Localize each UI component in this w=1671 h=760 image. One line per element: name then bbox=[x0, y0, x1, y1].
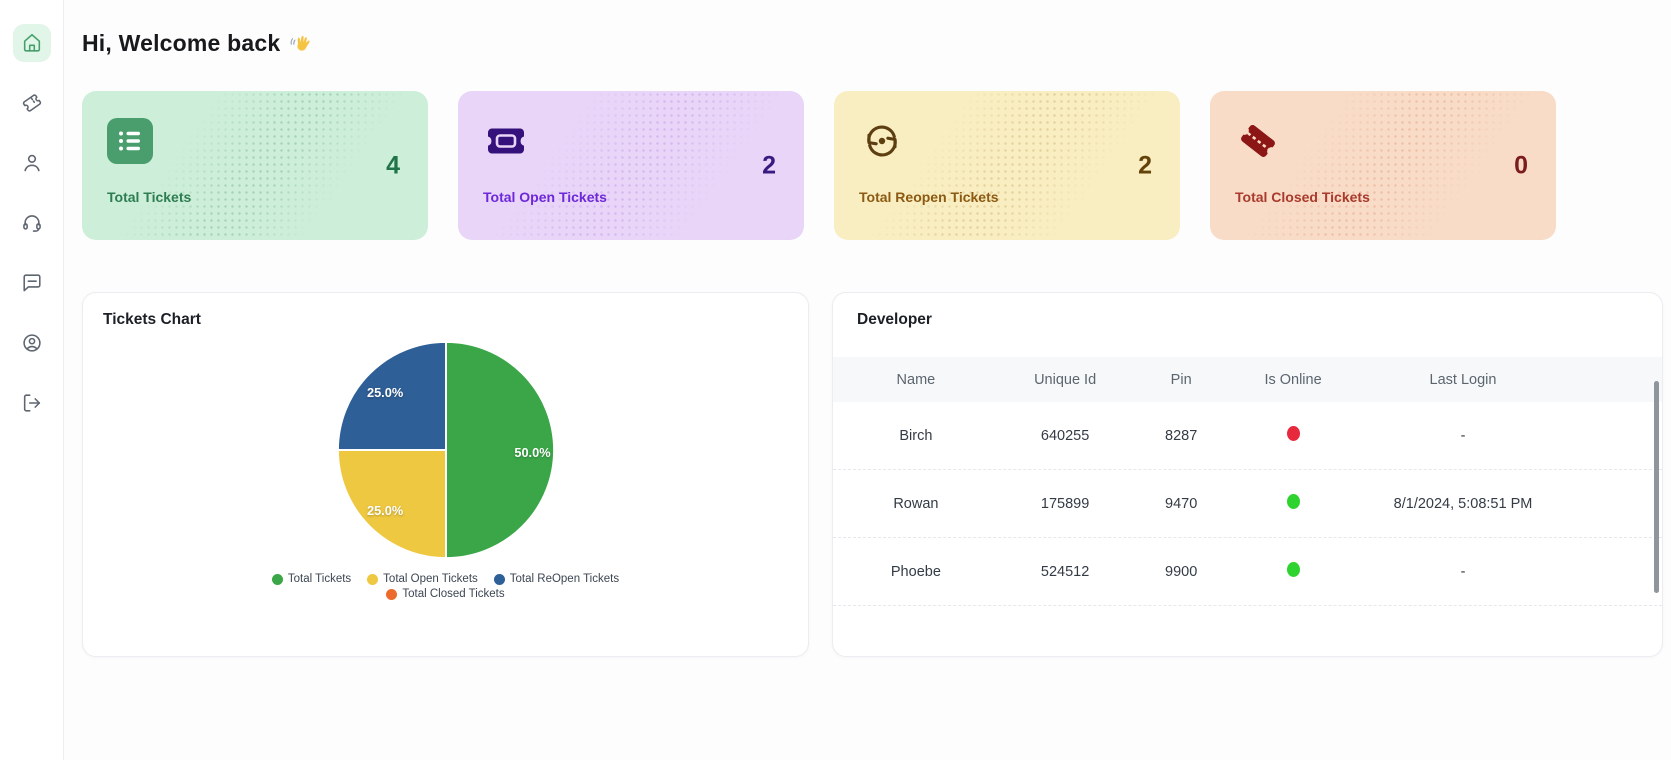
stat-value: 4 bbox=[386, 151, 400, 179]
sidebar-item-account[interactable] bbox=[13, 324, 51, 362]
developer-panel: Developer Name Unique Id Pin Is Online L… bbox=[832, 292, 1663, 657]
stat-value: 2 bbox=[1138, 151, 1152, 179]
sidebar-item-support[interactable] bbox=[13, 204, 51, 242]
tickets-pie-chart: 50.0% 25.0% 25.0% bbox=[336, 340, 555, 560]
legend-item-total-closed-tickets[interactable]: Total Closed Tickets bbox=[386, 588, 505, 600]
pie-slice-total-tickets[interactable] bbox=[444, 340, 555, 560]
table-row[interactable]: Birch 640255 8287 - bbox=[833, 402, 1662, 470]
legend-label: Total Tickets bbox=[287, 573, 352, 585]
sidebar bbox=[0, 0, 64, 760]
cell-is-online bbox=[1231, 426, 1355, 445]
legend-label: Total Closed Tickets bbox=[402, 588, 505, 600]
cell-last-login: 8/1/2024, 5:08:51 PM bbox=[1393, 495, 1533, 512]
pie-percent-label-total-tickets: 50.0% bbox=[514, 445, 551, 460]
developer-table: Name Unique Id Pin Is Online Last Login … bbox=[833, 357, 1662, 606]
stat-card-total-closed-tickets: 0 Total Closed Tickets bbox=[1210, 91, 1556, 240]
greeting-text: Hi, Welcome back bbox=[82, 30, 281, 56]
sidebar-item-messages[interactable] bbox=[13, 264, 51, 302]
online-status-dot bbox=[1286, 562, 1300, 577]
list-icon bbox=[107, 118, 153, 164]
pie-percent-label-reopen-tickets: 25.0% bbox=[366, 385, 403, 400]
panel-title-developer: Developer bbox=[857, 311, 932, 328]
stat-value: 0 bbox=[1514, 151, 1528, 179]
pie-slice-total-open-tickets[interactable] bbox=[336, 449, 447, 560]
stat-label: Total Closed Tickets bbox=[1235, 189, 1370, 205]
cell-unique-id: 524512 bbox=[1040, 563, 1090, 580]
panel-title-tickets-chart: Tickets Chart bbox=[103, 311, 201, 328]
legend-dot bbox=[271, 573, 283, 585]
pie-percent-label-open-tickets: 25.0% bbox=[366, 503, 403, 518]
cell-name: Phoebe bbox=[890, 563, 941, 580]
headset-icon bbox=[22, 215, 41, 232]
cell-name: Birch bbox=[899, 427, 933, 444]
cell-is-online bbox=[1231, 562, 1355, 581]
legend-label: Total ReOpen Tickets bbox=[509, 573, 620, 585]
reopen-icon bbox=[859, 118, 905, 164]
column-header-pin: Pin bbox=[1170, 371, 1192, 388]
legend-label: Total Open Tickets bbox=[383, 573, 478, 585]
stat-card-total-tickets: 4 Total Tickets bbox=[82, 91, 428, 240]
cell-unique-id: 175899 bbox=[1040, 495, 1090, 512]
page-greeting: Hi, Welcome back bbox=[82, 30, 1671, 57]
sidebar-item-tickets[interactable] bbox=[13, 84, 51, 122]
cell-pin: 9900 bbox=[1165, 563, 1198, 580]
cell-last-login: - bbox=[1460, 427, 1466, 444]
table-scrollbar[interactable] bbox=[1654, 381, 1659, 593]
cell-pin: 9470 bbox=[1165, 495, 1198, 512]
column-header-last-login: Last Login bbox=[1429, 371, 1497, 388]
cell-pin: 8287 bbox=[1165, 427, 1198, 444]
legend-dot bbox=[386, 588, 398, 600]
cell-name: Rowan bbox=[893, 495, 939, 512]
table-row[interactable]: Phoebe 524512 9900 - bbox=[833, 538, 1662, 606]
stat-label: Total Open Tickets bbox=[483, 189, 607, 205]
ticket-icon bbox=[22, 94, 41, 112]
column-header-is-online: Is Online bbox=[1264, 371, 1322, 388]
wave-icon bbox=[290, 35, 310, 51]
online-status-dot bbox=[1286, 494, 1300, 509]
sidebar-item-home[interactable] bbox=[12, 24, 51, 62]
legend-dot bbox=[367, 573, 379, 585]
panels-row: Tickets Chart 50.0% 25.0% 25.0% bbox=[82, 292, 1671, 657]
offline-status-dot bbox=[1286, 426, 1300, 441]
main-content: Hi, Welcome back bbox=[64, 0, 1671, 760]
legend-row: Total Closed Tickets bbox=[103, 588, 788, 600]
stat-label: Total Reopen Tickets bbox=[859, 189, 999, 205]
pie-slice-total-reopen-tickets[interactable] bbox=[336, 340, 447, 451]
legend-item-total-reopen-tickets[interactable]: Total ReOpen Tickets bbox=[493, 573, 620, 585]
sidebar-item-users[interactable] bbox=[13, 144, 51, 182]
stats-row: 4 Total Tickets 2 Total Open Tickets bbox=[82, 91, 1671, 240]
stat-card-total-open-tickets: 2 Total Open Tickets bbox=[458, 91, 804, 240]
account-icon bbox=[22, 334, 41, 352]
table-header-row: Name Unique Id Pin Is Online Last Login bbox=[833, 357, 1662, 402]
legend-dot bbox=[493, 573, 505, 585]
table-row[interactable]: Rowan 175899 9470 8/1/2024, 5:08:51 PM bbox=[833, 470, 1662, 538]
cell-is-online bbox=[1231, 494, 1355, 513]
sidebar-item-logout[interactable] bbox=[13, 384, 51, 422]
stat-label: Total Tickets bbox=[107, 189, 192, 205]
stat-value: 2 bbox=[762, 151, 776, 179]
legend-item-total-open-tickets[interactable]: Total Open Tickets bbox=[367, 573, 478, 585]
cell-last-login: - bbox=[1460, 563, 1466, 580]
home-icon bbox=[23, 33, 40, 52]
chart-legend: Total Tickets Total Open Tickets Total R… bbox=[103, 573, 788, 600]
cell-unique-id: 640255 bbox=[1040, 427, 1090, 444]
legend-row: Total Tickets Total Open Tickets Total R… bbox=[103, 573, 788, 585]
closed-ticket-icon bbox=[1235, 118, 1281, 164]
tickets-chart-panel: Tickets Chart 50.0% 25.0% 25.0% bbox=[82, 292, 809, 657]
user-icon bbox=[23, 154, 40, 172]
open-ticket-icon bbox=[483, 118, 529, 164]
logout-icon bbox=[23, 394, 40, 412]
column-header-name: Name bbox=[896, 371, 936, 388]
stat-card-total-reopen-tickets: 2 Total Reopen Tickets bbox=[834, 91, 1180, 240]
column-header-unique-id: Unique Id bbox=[1034, 371, 1097, 388]
legend-item-total-tickets[interactable]: Total Tickets bbox=[271, 573, 352, 585]
chat-icon bbox=[22, 274, 41, 292]
